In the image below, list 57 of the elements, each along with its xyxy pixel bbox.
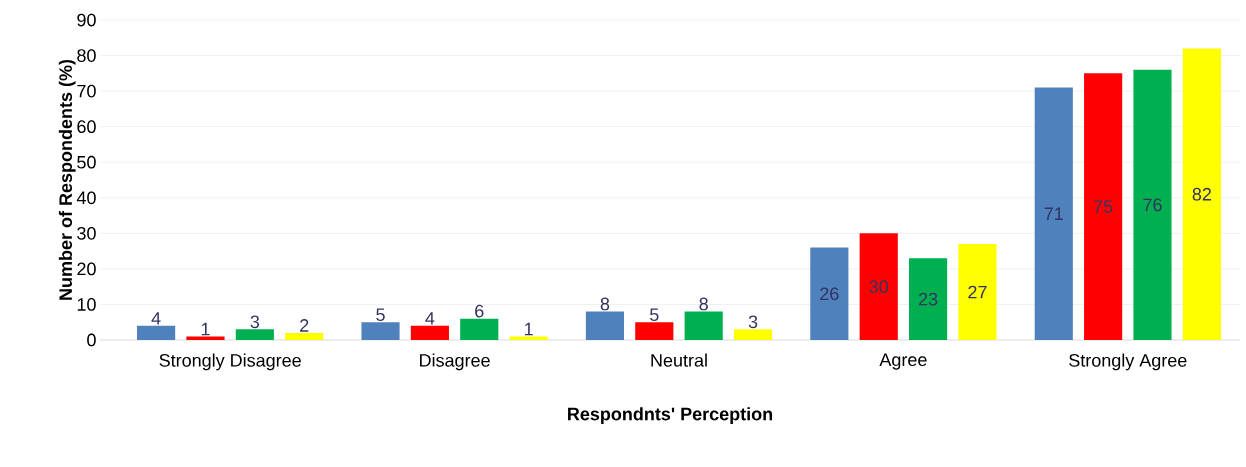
- bar: [810, 247, 849, 340]
- data-label: 75: [1094, 200, 1113, 213]
- data-label: 27: [968, 285, 987, 299]
- x-axis-title: Respondnts' Perception: [568, 407, 773, 424]
- data-label: 4: [151, 312, 161, 325]
- data-label: 3: [748, 315, 758, 329]
- data-label: 3: [250, 315, 260, 329]
- bar: [1133, 69, 1172, 340]
- bar: [361, 322, 400, 340]
- y-tick-label: 90: [77, 13, 96, 27]
- bar: [1034, 87, 1073, 340]
- bar: [186, 336, 225, 340]
- y-axis-title: Number of Respondents (%): [58, 59, 76, 300]
- data-label: 76: [1143, 198, 1162, 212]
- bar: [410, 325, 449, 340]
- data-label: 30: [869, 280, 889, 294]
- data-label: 71: [1044, 207, 1063, 220]
- data-label: 1: [524, 322, 533, 336]
- y-tick-label: 80: [77, 49, 96, 62]
- bar: [1182, 48, 1221, 340]
- data-label: 2: [300, 319, 309, 332]
- bar: [684, 311, 723, 340]
- bar: [859, 233, 898, 340]
- y-tick-label: 60: [77, 120, 96, 134]
- bar: [235, 329, 274, 340]
- bar: [635, 322, 674, 340]
- y-tick-label: 40: [76, 191, 96, 205]
- bar: [733, 329, 773, 340]
- y-tick-label: 50: [77, 155, 96, 169]
- x-tick-label: Disagree: [420, 353, 490, 371]
- y-tick-label: 0: [87, 333, 96, 347]
- data-label: 8: [699, 297, 708, 311]
- y-tick-label: 30: [77, 226, 96, 240]
- bar: [1084, 73, 1123, 340]
- bar: [285, 332, 324, 340]
- data-label: 4: [425, 312, 435, 325]
- bar: [958, 244, 997, 340]
- y-tick-label: 20: [77, 262, 96, 276]
- data-label: 6: [475, 304, 484, 318]
- x-tick-label: Strongly Disagree: [159, 353, 301, 371]
- y-tick-label: 10: [77, 298, 96, 311]
- bar: [909, 258, 948, 340]
- data-label: 8: [600, 297, 610, 311]
- data-label: 1: [201, 322, 210, 336]
- data-label: 5: [650, 308, 659, 322]
- data-label: 26: [820, 287, 839, 301]
- x-tick-label: Strongly Agree: [1069, 353, 1187, 371]
- x-tick-label: Agree: [879, 353, 927, 370]
- bar: [137, 325, 176, 340]
- x-tick-label: Neutral: [651, 353, 707, 367]
- bar: [460, 318, 499, 340]
- data-label: 23: [918, 292, 938, 306]
- data-label: 82: [1192, 187, 1211, 201]
- data-label: 5: [376, 308, 385, 322]
- bar: [509, 336, 548, 340]
- y-tick-label: 70: [77, 84, 96, 98]
- bar: [585, 311, 625, 340]
